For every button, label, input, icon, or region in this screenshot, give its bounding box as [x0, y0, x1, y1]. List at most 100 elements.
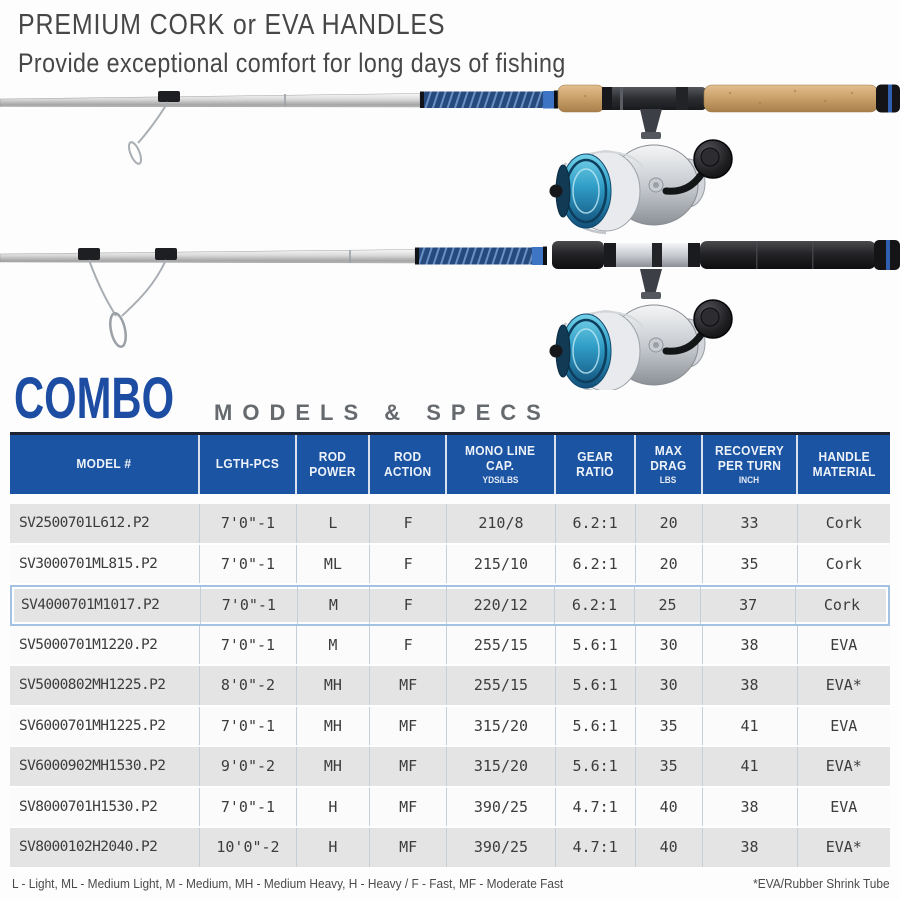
cell-power: L — [297, 504, 370, 543]
rod-cork — [0, 84, 900, 234]
footnotes: L - Light, ML - Medium Light, M - Medium… — [12, 877, 890, 891]
guide-ring — [128, 141, 142, 165]
cell-mono: 390/25 — [447, 828, 556, 867]
cell-mono: 220/12 — [447, 587, 556, 624]
cell-recovery: 38 — [703, 828, 798, 867]
cell-length: 7'0"-1 — [200, 544, 297, 583]
combo-wordmark: COMBO — [14, 366, 175, 431]
cell-gear: 4.7:1 — [556, 787, 636, 826]
cell-length: 10'0"-2 — [200, 828, 297, 867]
cell-power: MH — [297, 666, 370, 705]
col-header-gear: GEAR RATIO — [556, 435, 636, 494]
cell-length: 7'0"-1 — [201, 587, 298, 624]
cell-power: M — [298, 587, 371, 624]
cell-model: SV5000802MH1225.P2 — [10, 666, 201, 705]
table-row: SV6000701MH1225.P2 7'0"-1 MH MF 315/20 5… — [10, 706, 890, 747]
cell-recovery: 38 — [703, 787, 798, 826]
cell-recovery: 35 — [703, 544, 798, 583]
col-header-length: LGTH-PCS — [200, 435, 297, 494]
cell-drag: 35 — [636, 747, 703, 786]
cell-gear: 5.6:1 — [556, 625, 636, 664]
cell-drag: 30 — [636, 625, 703, 664]
table-row: SV6000902MH1530.P2 9'0"-2 MH MF 315/20 5… — [10, 747, 890, 788]
eva-rear-grip — [700, 241, 876, 269]
cell-gear: 4.7:1 — [556, 828, 636, 867]
cell-recovery: 38 — [703, 666, 798, 705]
butt-cap — [874, 240, 900, 270]
cell-model: SV5000701M1220.P2 — [10, 625, 201, 664]
cell-recovery: 38 — [703, 625, 798, 664]
cork-fore-grip — [557, 84, 605, 113]
cell-drag: 25 — [635, 587, 702, 624]
col-header-drag: MAX DRAG LBS — [636, 435, 703, 494]
cell-length: 7'0"-1 — [200, 504, 297, 543]
table-row: SV8000701H1530.P2 7'0"-1 H MF 390/25 4.7… — [10, 787, 890, 828]
cell-handle: EVA* — [825, 676, 862, 695]
guide-wrap — [78, 248, 100, 260]
cell-gear: 5.6:1 — [556, 666, 636, 705]
col-header-action: ROD ACTION — [370, 435, 448, 494]
cell-action: MF — [370, 666, 448, 705]
cell-gear: 5.6:1 — [556, 747, 636, 786]
table-body: SV2500701L612.P2 7'0"-1 L F 210/8 6.2:1 … — [10, 504, 890, 869]
cell-recovery: 41 — [703, 706, 798, 745]
cell-length: 7'0"-1 — [200, 706, 297, 745]
guide-ring — [109, 312, 127, 348]
thread-wrap-section — [420, 90, 558, 109]
cell-power: H — [297, 828, 370, 867]
cell-action: F — [370, 587, 448, 624]
cell-handle: EVA* — [825, 757, 862, 776]
ferrule-joint — [349, 250, 351, 263]
cell-handle: EVA — [830, 635, 858, 654]
cell-model: SV6000902MH1530.P2 — [10, 747, 201, 786]
col-header-power: ROD POWER — [297, 435, 370, 494]
col-header-model: MODEL # — [10, 435, 201, 494]
eva-footnote: *EVA/Rubber Shrink Tube — [753, 877, 890, 891]
cell-mono: 255/15 — [447, 666, 556, 705]
table-row-highlighted: SV4000701M1017.P2 7'0"-1 M F 220/12 6.2:… — [10, 585, 890, 626]
cell-action: MF — [370, 747, 448, 786]
table-row: SV3000701ML815.P2 7'0"-1 ML F 215/10 6.2… — [10, 544, 890, 585]
cell-gear: 5.6:1 — [556, 706, 636, 745]
cell-power: H — [297, 787, 370, 826]
cell-length: 9'0"-2 — [200, 747, 297, 786]
table-row: SV2500701L612.P2 7'0"-1 L F 210/8 6.2:1 … — [10, 504, 890, 545]
ferrule-joint — [284, 94, 286, 106]
cell-model: SV8000701H1530.P2 — [10, 787, 201, 826]
cell-action: MF — [370, 706, 448, 745]
cell-model: SV8000102H2040.P2 — [10, 828, 201, 867]
cell-mono: 215/10 — [447, 544, 556, 583]
cell-mono: 315/20 — [447, 706, 556, 745]
cell-handle: Cork — [825, 554, 862, 573]
cell-drag: 40 — [636, 787, 703, 826]
butt-cap — [876, 84, 900, 113]
cell-drag: 35 — [636, 706, 703, 745]
thread-wrap-section — [415, 246, 547, 265]
banner-headline: PREMIUM CORK or EVA HANDLES — [18, 9, 446, 41]
cell-model: SV6000701MH1225.P2 — [10, 706, 201, 745]
cell-drag: 20 — [636, 504, 703, 543]
cell-action: F — [370, 504, 448, 543]
col-header-recovery: RECOVERY PER TURN INCH — [703, 435, 798, 494]
cell-handle: EVA* — [825, 838, 862, 857]
table-row: SV8000102H2040.P2 10'0"-2 H MF 390/25 4.… — [10, 828, 890, 869]
cell-recovery: 33 — [703, 504, 798, 543]
cork-rear-grip — [583, 84, 879, 113]
guide-wrap — [158, 91, 180, 102]
col-header-handle: HANDLE MATERIAL — [812, 448, 876, 479]
cell-recovery: 41 — [703, 747, 798, 786]
cell-handle: Cork — [823, 596, 860, 615]
table-row: SV5000802MH1225.P2 8'0"-2 MH MF 255/15 5… — [10, 666, 890, 707]
cell-action: MF — [370, 828, 448, 867]
cell-handle: Cork — [825, 514, 862, 533]
rod-eva — [0, 240, 900, 390]
cell-drag: 40 — [636, 828, 703, 867]
cell-mono: 315/20 — [447, 747, 556, 786]
eva-fore-grip — [552, 241, 604, 269]
cell-handle: EVA — [830, 716, 858, 735]
cell-power: ML — [297, 544, 370, 583]
cell-model: SV3000701ML815.P2 — [10, 544, 201, 583]
cell-length: 8'0"-2 — [200, 666, 297, 705]
cell-model: SV2500701L612.P2 — [10, 504, 201, 543]
